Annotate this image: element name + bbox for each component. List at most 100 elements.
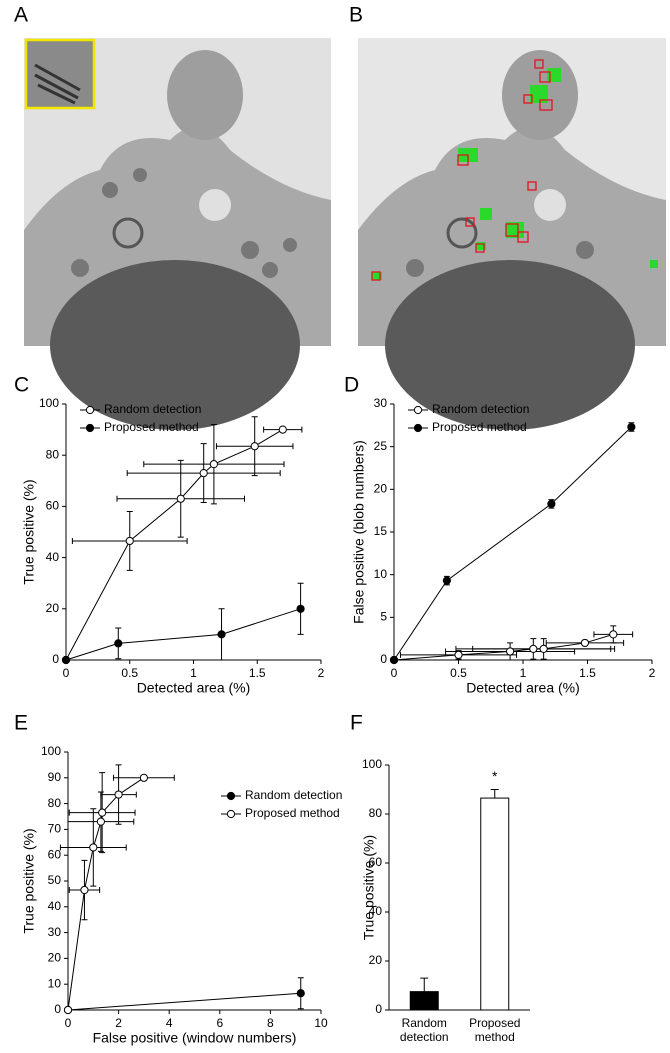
x-tick-label: Proposed method — [469, 1016, 521, 1044]
y-tick-label: 5 — [380, 610, 387, 624]
y-tick-label: 10 — [48, 976, 62, 990]
point — [442, 576, 451, 585]
point — [114, 639, 123, 648]
y-tick-label: 10 — [374, 567, 388, 581]
error-bar — [490, 789, 499, 799]
point — [209, 460, 218, 469]
y-tick-label: 100 — [41, 744, 61, 758]
bar — [480, 797, 510, 1011]
y-tick-label: 100 — [39, 396, 59, 410]
point — [61, 655, 71, 665]
y-tick-label: 80 — [48, 796, 62, 810]
series-line — [393, 426, 632, 661]
x-tick-label: 2 — [318, 666, 325, 680]
point — [609, 630, 618, 639]
point — [63, 1005, 73, 1015]
legend-label: Proposed method — [245, 806, 340, 820]
x-tick-label: 6 — [216, 1016, 223, 1030]
point — [454, 650, 463, 659]
legend-marker — [85, 405, 95, 415]
y-tick-label: 20 — [46, 601, 60, 615]
legend-label: Random detection — [245, 788, 342, 802]
point — [539, 644, 548, 654]
x-tick-label: Random detection — [399, 1016, 449, 1044]
y-tick-label: 25 — [374, 439, 388, 453]
point — [627, 422, 636, 432]
legend-label: Random detection — [104, 402, 201, 416]
x-tick-label: 0 — [63, 666, 70, 680]
point — [389, 655, 399, 665]
point — [547, 499, 556, 508]
micrograph-b — [358, 38, 666, 430]
y-tick-label: 80 — [369, 806, 383, 820]
y-axis-label: False positive (blob numbers) — [351, 440, 367, 624]
panel-label: B — [349, 4, 363, 27]
x-tick-label: 1 — [190, 666, 197, 680]
legend-label: Proposed method — [104, 420, 199, 434]
y-tick-label: 0 — [375, 1002, 382, 1016]
y-tick-label: 0 — [54, 1002, 61, 1016]
y-tick-label: 20 — [48, 951, 62, 965]
y-axis-label: True positive (%) — [361, 835, 377, 940]
point — [529, 644, 538, 654]
series-line — [67, 992, 301, 1011]
y-tick-label: 60 — [48, 847, 62, 861]
point — [217, 630, 226, 639]
y-tick-label: 30 — [48, 925, 62, 939]
y-tick-label: 15 — [374, 524, 388, 538]
y-tick-label: 50 — [48, 873, 62, 887]
y-tick-label: 80 — [46, 447, 60, 461]
point — [199, 469, 208, 478]
panel-label: E — [14, 712, 28, 735]
x-axis-label: Detected area (%) — [137, 680, 251, 696]
y-tick-label: 90 — [48, 770, 62, 784]
point — [506, 647, 515, 656]
panel-label: D — [344, 374, 359, 397]
y-tick-label: 30 — [374, 396, 388, 410]
y-tick-label: 40 — [369, 904, 383, 918]
point — [580, 638, 590, 648]
point — [296, 989, 305, 998]
x-axis-label: False positive (window numbers) — [93, 1030, 297, 1046]
x-tick-label: 1 — [520, 666, 527, 680]
x-tick-label: 2 — [115, 1016, 122, 1030]
legend-marker — [413, 423, 423, 433]
x-tick-label: 2 — [649, 666, 656, 680]
y-tick-label: 20 — [374, 482, 388, 496]
legend-label: Random detection — [432, 402, 529, 416]
point — [80, 885, 89, 895]
legend-marker — [85, 423, 95, 433]
bar — [409, 991, 439, 1011]
x-tick-label: 0.5 — [121, 666, 138, 680]
x-tick-label: 10 — [314, 1016, 328, 1030]
legend-label: Proposed method — [432, 420, 527, 434]
x-tick-label: 0 — [391, 666, 398, 680]
y-tick-label: 40 — [48, 899, 62, 913]
y-axis-label: True positive (%) — [21, 828, 37, 933]
x-category: Random detection — [399, 1016, 449, 1044]
point — [98, 808, 107, 817]
y-tick-label: 40 — [46, 550, 60, 564]
x-tick-label: 1.5 — [579, 666, 596, 680]
series-line — [393, 633, 614, 661]
x-tick-label: 1.5 — [249, 666, 266, 680]
legend-marker — [413, 405, 423, 415]
point — [250, 442, 259, 451]
error-bar — [420, 977, 429, 992]
x-tick-label: 4 — [166, 1016, 173, 1030]
y-axis-label: True positive (%) — [21, 479, 37, 584]
x-category: Proposed method — [469, 1016, 521, 1044]
annotation: * — [492, 768, 498, 784]
point — [114, 790, 123, 799]
x-tick-label: 8 — [267, 1016, 274, 1030]
point — [96, 817, 105, 826]
series-line — [65, 608, 301, 661]
legend-marker — [226, 791, 236, 801]
y-tick-label: 0 — [380, 652, 387, 666]
panel-label: F — [350, 712, 363, 735]
x-axis-label: Detected area (%) — [466, 680, 580, 696]
y-tick-label: 60 — [46, 499, 60, 513]
micrograph-a — [24, 38, 331, 430]
y-tick-label: 20 — [369, 953, 383, 967]
